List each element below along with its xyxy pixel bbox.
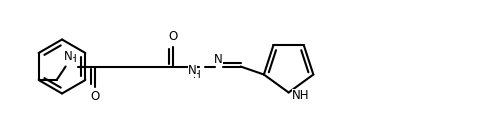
Text: O: O bbox=[90, 90, 99, 103]
Text: O: O bbox=[168, 30, 177, 43]
Text: N: N bbox=[214, 53, 223, 66]
Text: N: N bbox=[188, 64, 197, 77]
Text: H: H bbox=[69, 55, 76, 65]
Text: NH: NH bbox=[292, 89, 309, 102]
Text: H: H bbox=[193, 70, 201, 80]
Text: N: N bbox=[64, 50, 73, 63]
